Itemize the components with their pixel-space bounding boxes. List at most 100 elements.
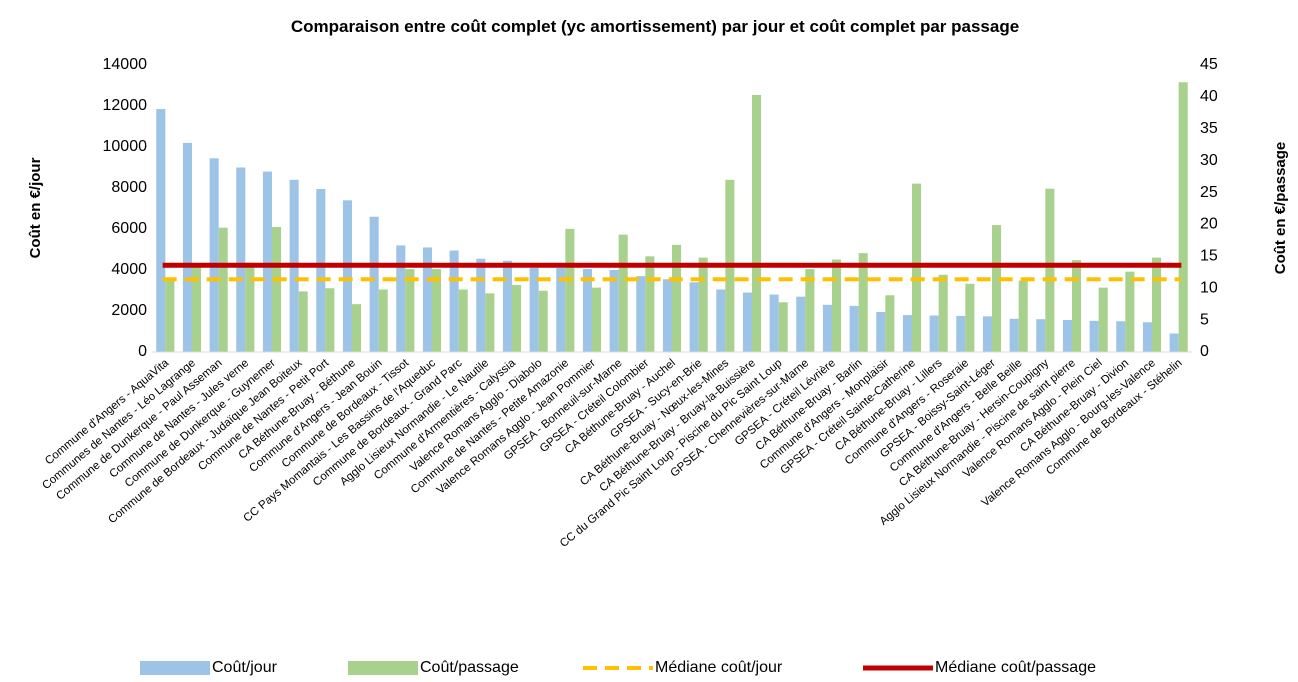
bar xyxy=(1089,320,1099,352)
bar xyxy=(609,270,619,352)
y-tick-label: 8000 xyxy=(111,179,147,196)
bar xyxy=(1125,271,1135,352)
bar xyxy=(618,234,628,352)
bar xyxy=(592,287,602,352)
bar xyxy=(822,304,832,352)
bar xyxy=(876,312,886,352)
chart-title: Comparaison entre coût complet (yc amort… xyxy=(291,17,1019,36)
y-tick-label: 4000 xyxy=(111,261,147,278)
bar xyxy=(832,259,842,352)
bar xyxy=(796,296,806,352)
bar xyxy=(156,109,166,352)
bar xyxy=(1116,321,1126,352)
bar xyxy=(272,226,282,352)
bar xyxy=(1062,320,1072,352)
bar xyxy=(245,262,255,352)
bar xyxy=(502,260,512,352)
bar xyxy=(938,274,948,352)
bar xyxy=(992,225,1002,352)
bar xyxy=(165,278,175,352)
bar xyxy=(662,279,672,352)
y2-axis-title: Coût en €/passage xyxy=(1272,142,1289,275)
y-tick-label: 12000 xyxy=(103,97,148,114)
legend-label: Médiane coût/jour xyxy=(655,659,783,676)
y2-tick-label: 5 xyxy=(1200,311,1209,328)
bar xyxy=(192,265,202,352)
bar xyxy=(565,228,575,352)
y-tick-label: 2000 xyxy=(111,302,147,319)
bar xyxy=(858,253,868,352)
bar xyxy=(1152,257,1162,352)
bar xyxy=(1045,188,1055,352)
bar xyxy=(262,171,272,352)
y-axis-title: Coût en €/jour xyxy=(27,157,44,258)
bar xyxy=(1178,82,1188,352)
bar xyxy=(689,282,699,352)
bar xyxy=(956,315,966,352)
bar xyxy=(218,227,228,352)
bar xyxy=(236,167,246,352)
bar xyxy=(636,276,646,352)
bar xyxy=(982,316,992,352)
y-tick-label: 10000 xyxy=(103,138,148,155)
bar xyxy=(769,294,779,352)
y2-tick-label: 20 xyxy=(1200,216,1218,233)
y-tick-label: 0 xyxy=(138,343,147,360)
bar xyxy=(316,189,326,352)
bar xyxy=(1072,260,1082,352)
y-tick-label: 6000 xyxy=(111,220,147,237)
y2-tick-label: 25 xyxy=(1200,184,1218,201)
bar xyxy=(378,289,388,352)
bar xyxy=(1036,319,1046,352)
bar xyxy=(742,292,752,352)
bar xyxy=(529,267,539,352)
bar xyxy=(778,302,788,352)
bar xyxy=(645,256,655,352)
legend-label: Coût/passage xyxy=(420,659,519,676)
bar xyxy=(912,183,922,352)
y2-tick-label: 40 xyxy=(1200,88,1218,105)
bar xyxy=(672,244,682,352)
y2-tick-label: 0 xyxy=(1200,343,1209,360)
bar xyxy=(538,290,548,352)
bar xyxy=(885,295,895,352)
bar xyxy=(396,245,406,352)
bar xyxy=(582,268,592,352)
bar xyxy=(432,269,442,352)
bar xyxy=(458,289,468,352)
bar xyxy=(849,305,859,352)
bar xyxy=(405,269,415,352)
bar xyxy=(902,315,912,352)
y2-tick-label: 35 xyxy=(1200,120,1218,137)
legend-swatch xyxy=(140,661,210,675)
bar xyxy=(1018,280,1028,352)
bar xyxy=(485,293,495,352)
bar xyxy=(1169,333,1179,352)
legend-label: Médiane coût/passage xyxy=(935,659,1096,676)
bar xyxy=(449,250,459,352)
bar xyxy=(342,200,352,352)
bar xyxy=(209,158,219,352)
bar xyxy=(352,304,362,352)
bar xyxy=(1142,322,1152,352)
y-tick-label: 14000 xyxy=(103,56,148,73)
bar xyxy=(698,257,708,352)
y2-tick-label: 15 xyxy=(1200,248,1218,265)
bar xyxy=(929,315,939,352)
bar xyxy=(716,289,726,352)
y2-tick-label: 30 xyxy=(1200,152,1218,169)
bar xyxy=(325,288,335,352)
legend-swatch xyxy=(348,661,418,675)
bar xyxy=(1009,318,1019,352)
legend-label: Coût/jour xyxy=(212,659,278,676)
bar xyxy=(476,258,486,352)
y2-tick-label: 10 xyxy=(1200,279,1218,296)
bar xyxy=(752,94,762,352)
bar xyxy=(182,142,192,352)
y2-tick-label: 45 xyxy=(1200,56,1218,73)
bar xyxy=(369,216,379,352)
bar xyxy=(422,247,432,352)
bar xyxy=(805,269,815,352)
bar xyxy=(1098,287,1108,352)
